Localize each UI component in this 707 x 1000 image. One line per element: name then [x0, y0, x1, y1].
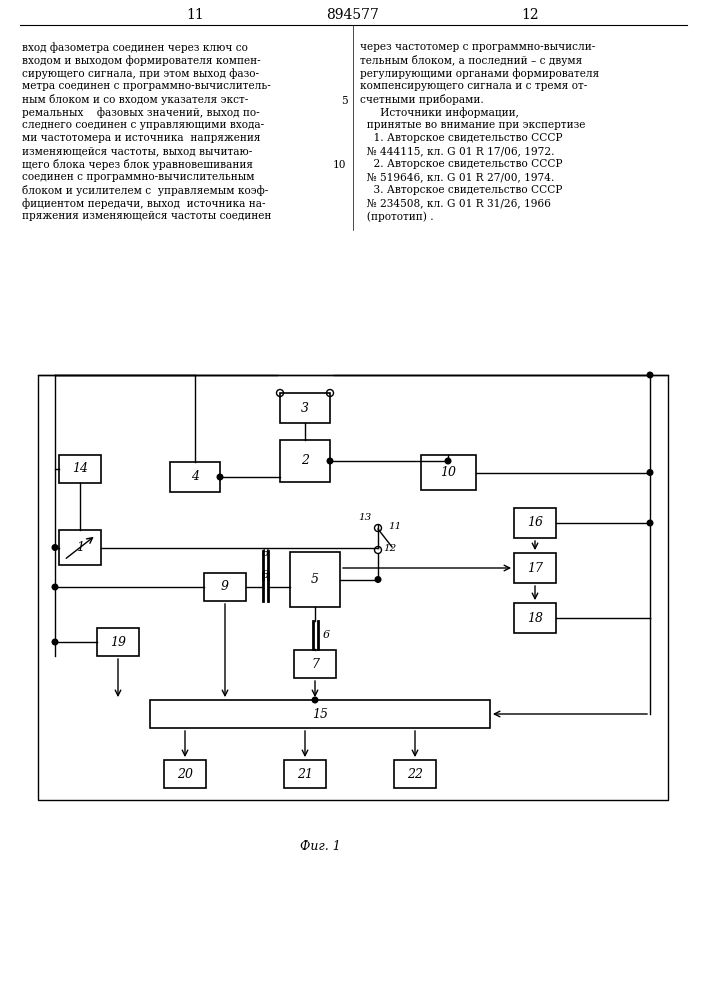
Text: 5: 5 [311, 573, 319, 586]
Circle shape [647, 470, 653, 475]
Bar [294, 650, 336, 678]
Text: 13: 13 [358, 513, 372, 522]
Text: входом и выходом формирователя компен-: входом и выходом формирователя компен- [22, 55, 261, 66]
Text: № 234508, кл. G 01 R 31/26, 1966: № 234508, кл. G 01 R 31/26, 1966 [360, 198, 551, 208]
Bar [97, 628, 139, 656]
Text: № 519646, кл. G 01 R 27/00, 1974.: № 519646, кл. G 01 R 27/00, 1974. [360, 172, 554, 182]
Text: 6: 6 [323, 630, 330, 640]
Bar [514, 508, 556, 538]
Text: 10: 10 [440, 466, 456, 479]
Text: (прототип) .: (прототип) . [360, 211, 433, 222]
Text: Источники информации,: Источники информации, [360, 107, 519, 118]
Bar [59, 455, 101, 483]
Text: метра соединен с программно-вычислитель-: метра соединен с программно-вычислитель- [22, 81, 271, 91]
Text: 12: 12 [383, 544, 396, 553]
Text: 2. Авторское свидетельство СССР: 2. Авторское свидетельство СССР [360, 159, 563, 169]
Text: тельным блоком, а последний – с двумя: тельным блоком, а последний – с двумя [360, 55, 583, 66]
Text: следнего соединен с управляющими входа-: следнего соединен с управляющими входа- [22, 120, 264, 130]
Text: пряжения изменяющейся частоты соединен: пряжения изменяющейся частоты соединен [22, 211, 271, 221]
Text: 7: 7 [311, 658, 319, 670]
Text: 894577: 894577 [327, 8, 380, 22]
Text: принятые во внимание при экспертизе: принятые во внимание при экспертизе [360, 120, 585, 130]
Text: 16: 16 [527, 516, 543, 530]
Text: 17: 17 [527, 562, 543, 574]
Text: счетными приборами.: счетными приборами. [360, 94, 484, 105]
Bar [280, 393, 330, 423]
Circle shape [312, 697, 318, 703]
Text: ремальных    фазовых значений, выход по-: ремальных фазовых значений, выход по- [22, 107, 259, 118]
Bar [164, 760, 206, 788]
Bar [280, 440, 330, 482]
Text: щего блока через блок уравновешивания: щего блока через блок уравновешивания [22, 159, 253, 170]
Text: через частотомер с программно-вычисли-: через частотомер с программно-вычисли- [360, 42, 595, 52]
Text: соединен с программно-вычислительным: соединен с программно-вычислительным [22, 172, 255, 182]
Bar [38, 375, 668, 800]
Text: 3: 3 [301, 401, 309, 414]
Circle shape [52, 639, 58, 645]
Text: 20: 20 [177, 768, 193, 780]
Text: 11: 11 [186, 8, 204, 22]
Text: вход фазометра соединен через ключ со: вход фазометра соединен через ключ со [22, 42, 248, 53]
Text: 9: 9 [221, 580, 229, 593]
Text: 8: 8 [262, 570, 269, 580]
Text: сирующего сигнала, при этом выход фазо-: сирующего сигнала, при этом выход фазо- [22, 68, 259, 79]
Text: 2: 2 [301, 454, 309, 468]
Text: регулирующими органами формирователя: регулирующими органами формирователя [360, 68, 600, 79]
Bar [59, 530, 101, 565]
Circle shape [327, 458, 333, 464]
Circle shape [52, 545, 58, 550]
Text: 21: 21 [297, 768, 313, 780]
Bar [290, 552, 340, 607]
Bar [284, 760, 326, 788]
Circle shape [52, 584, 58, 590]
Text: 5: 5 [341, 96, 348, 105]
Text: 1: 1 [76, 541, 84, 554]
Text: 1. Авторское свидетельство СССР: 1. Авторское свидетельство СССР [360, 133, 563, 143]
Text: ми частотомера и источника  напряжения: ми частотомера и источника напряжения [22, 133, 260, 143]
Bar [514, 553, 556, 583]
Bar [170, 462, 220, 492]
Text: 10: 10 [332, 160, 346, 170]
Text: 22: 22 [407, 768, 423, 780]
Bar [421, 455, 476, 490]
Bar [394, 760, 436, 788]
Text: № 444115, кл. G 01 R 17/06, 1972.: № 444115, кл. G 01 R 17/06, 1972. [360, 146, 554, 156]
Text: фициентом передачи, выход  источника на-: фициентом передачи, выход источника на- [22, 198, 266, 209]
Text: ным блоком и со входом указателя экст-: ным блоком и со входом указателя экст- [22, 94, 248, 105]
Bar [150, 700, 490, 728]
Text: 3. Авторское свидетельство СССР: 3. Авторское свидетельство СССР [360, 185, 562, 195]
Text: Фиг. 1: Фиг. 1 [300, 840, 340, 853]
Text: 18: 18 [527, 611, 543, 624]
Text: компенсирующего сигнала и с тремя от-: компенсирующего сигнала и с тремя от- [360, 81, 588, 91]
Text: 4: 4 [191, 471, 199, 484]
Text: блоком и усилителем с  управляемым коэф-: блоком и усилителем с управляемым коэф- [22, 185, 268, 196]
Bar [204, 573, 246, 601]
Text: 12: 12 [521, 8, 539, 22]
Circle shape [375, 577, 381, 582]
Text: 19: 19 [110, 636, 126, 648]
Text: 14: 14 [72, 462, 88, 476]
Text: изменяющейся частоты, выход вычитаю-: изменяющейся частоты, выход вычитаю- [22, 146, 252, 156]
Text: 15: 15 [312, 708, 328, 720]
Circle shape [647, 520, 653, 526]
Text: 8: 8 [262, 548, 269, 558]
Circle shape [647, 372, 653, 378]
Bar [514, 603, 556, 633]
Circle shape [217, 474, 223, 480]
Text: 11: 11 [388, 522, 402, 531]
Circle shape [445, 458, 451, 464]
